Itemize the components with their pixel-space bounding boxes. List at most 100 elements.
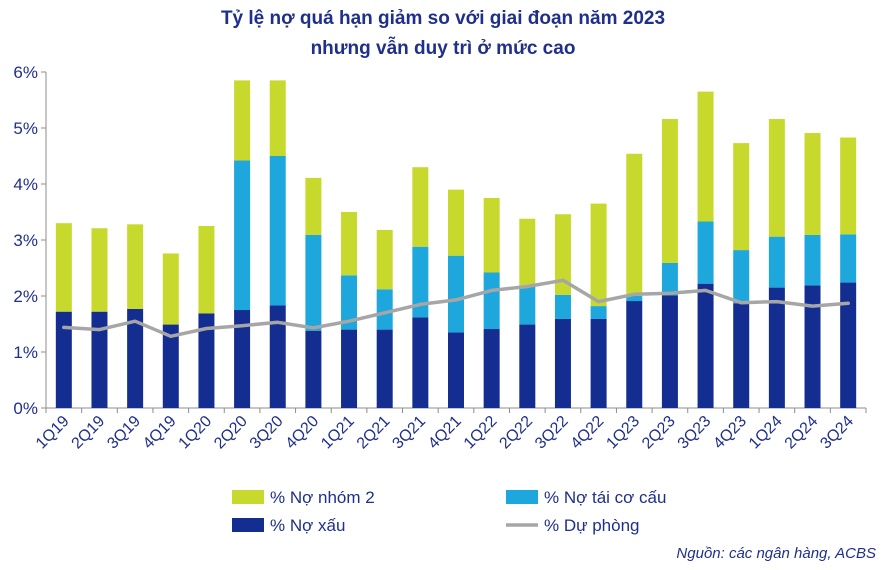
bar-nhom2 <box>55 223 72 312</box>
y-tick-label: 6% <box>13 63 38 82</box>
x-tick-label: 3Q20 <box>247 413 287 453</box>
bar-tai_co_cau <box>697 221 714 284</box>
x-tick-label: 1Q21 <box>318 413 358 453</box>
bar-nhom2 <box>626 153 643 296</box>
bar-nhom2 <box>590 203 607 307</box>
bar-nhom2 <box>305 177 322 235</box>
bar-nhom2 <box>234 80 251 161</box>
bar-no_xau <box>626 301 643 408</box>
bar-no_xau <box>590 318 607 408</box>
y-tick-label: 0% <box>13 399 38 418</box>
x-tick-label: 3Q23 <box>675 413 715 453</box>
legend-swatch-no_xau <box>232 518 264 532</box>
bar-no_xau <box>234 310 251 408</box>
x-tick-label: 2Q20 <box>211 413 251 453</box>
bar-no_xau <box>305 330 322 408</box>
bar-nhom2 <box>127 224 144 309</box>
x-tick-label: 4Q22 <box>568 413 608 453</box>
y-tick-label: 4% <box>13 175 38 194</box>
bar-tai_co_cau <box>626 296 643 302</box>
bar-tai_co_cau <box>519 285 536 325</box>
bar-nhom2 <box>661 119 678 263</box>
bar-no_xau <box>519 324 536 408</box>
x-tick-label: 2Q22 <box>496 413 536 453</box>
bar-nhom2 <box>840 137 857 235</box>
x-tick-label: 1Q23 <box>603 413 643 453</box>
bar-no_xau <box>269 305 286 408</box>
bar-no_xau <box>341 329 358 408</box>
x-tick-label: 2Q23 <box>639 413 679 453</box>
bar-nhom2 <box>519 218 536 286</box>
bar-tai_co_cau <box>554 294 571 319</box>
x-tick-label: 1Q22 <box>461 413 501 453</box>
x-tick-label: 1Q24 <box>746 413 786 453</box>
x-tick-label: 2Q21 <box>354 413 394 453</box>
y-tick-label: 1% <box>13 343 38 362</box>
legend-label-du_phong: % Dự phòng <box>544 516 640 535</box>
bar-nhom2 <box>376 229 393 290</box>
bar-no_xau <box>412 317 429 408</box>
x-tick-label: 3Q22 <box>532 413 572 453</box>
bar-nhom2 <box>554 214 571 295</box>
x-tick-label: 2Q24 <box>782 413 822 453</box>
bar-tai_co_cau <box>804 234 821 286</box>
bar-no_xau <box>840 282 857 408</box>
bar-tai_co_cau <box>269 156 286 306</box>
x-tick-label: 4Q20 <box>283 413 323 453</box>
bar-nhom2 <box>483 198 500 273</box>
bar-tai_co_cau <box>448 255 464 333</box>
bar-tai_co_cau <box>768 236 785 288</box>
y-tick-label: 3% <box>13 231 38 250</box>
x-tick-label: 3Q21 <box>389 413 429 453</box>
bar-no_xau <box>661 295 678 408</box>
legend-swatch-tai_co_cau <box>506 490 538 504</box>
bar-tai_co_cau <box>590 306 607 319</box>
bar-no_xau <box>733 303 750 408</box>
bar-nhom2 <box>341 212 358 276</box>
bar-nhom2 <box>269 80 286 156</box>
y-tick-label: 2% <box>13 287 38 306</box>
legend-group: % Nợ nhóm 2 % Nợ tái cơ cấu % Nợ xấu % Dự p… <box>232 488 666 535</box>
source-note: Nguồn: các ngân hàng, ACBS <box>676 545 876 562</box>
legend-swatch-nhom2 <box>232 490 264 504</box>
bar-tai_co_cau <box>661 262 678 296</box>
x-tick-label: 4Q19 <box>140 413 180 453</box>
bar-nhom2 <box>697 91 714 222</box>
bar-tai_co_cau <box>305 234 322 331</box>
bar-tai_co_cau <box>376 289 393 330</box>
bar-tai_co_cau <box>412 246 429 318</box>
bar-nhom2 <box>804 133 821 235</box>
series-line-du-phong <box>62 278 850 339</box>
bar-nhom2 <box>412 167 429 247</box>
x-tick-label: 4Q21 <box>425 413 465 453</box>
bar-tai_co_cau <box>483 272 500 330</box>
bar-no_xau <box>198 313 215 408</box>
bar-no_xau <box>804 285 821 408</box>
x-tick-label: 4Q23 <box>710 413 750 453</box>
chart-subtitle: nhưng vẫn duy trì ở mức cao <box>310 38 576 59</box>
line-group <box>62 278 850 339</box>
x-tick-label: 1Q20 <box>176 413 216 453</box>
x-tick-label: 1Q19 <box>33 413 73 453</box>
bar-tai_co_cau <box>733 250 750 304</box>
bar-tai_co_cau <box>341 275 358 330</box>
bars-group <box>55 80 857 408</box>
bar-tai_co_cau <box>840 234 857 283</box>
bar-no_xau <box>697 283 714 408</box>
legend-label-nhom2: % Nợ nhóm 2 <box>270 488 375 507</box>
bar-no_xau <box>448 332 464 408</box>
bar-nhom2 <box>448 189 464 256</box>
bar-no_xau <box>127 308 144 408</box>
legend-label-no_xau: % Nợ xấu <box>270 516 345 535</box>
bar-no_xau <box>55 311 72 408</box>
bar-no_xau <box>483 329 500 408</box>
bar-no_xau <box>376 329 393 408</box>
chart-title: Tỷ lệ nợ quá hạn giảm so với giai đoạn n… <box>220 8 666 29</box>
bar-nhom2 <box>768 119 785 237</box>
x-tick-label: 2Q19 <box>69 413 109 453</box>
bar-nhom2 <box>91 228 108 312</box>
bar-nhom2 <box>162 253 179 325</box>
bar-no_xau <box>91 311 108 408</box>
